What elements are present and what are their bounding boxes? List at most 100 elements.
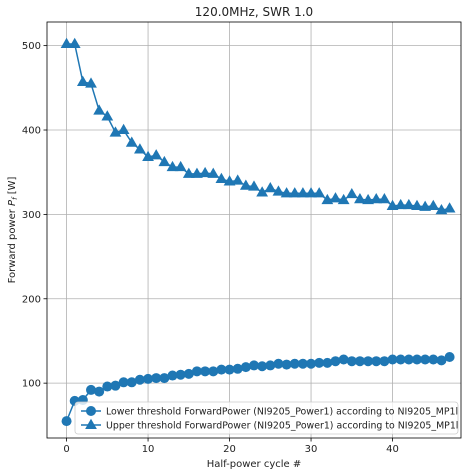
- data-point-circle: [420, 354, 431, 365]
- data-point-triangle: [68, 37, 81, 48]
- data-point-triangle: [280, 187, 293, 198]
- data-point-triangle: [443, 202, 456, 213]
- data-point-circle: [411, 354, 422, 365]
- chart-title: 120.0MHz, SWR 1.0: [195, 5, 313, 19]
- y-axis-label: Forward power Pf [W]: [7, 176, 19, 283]
- data-point-triangle: [329, 192, 342, 203]
- legend-marker-circle: [86, 406, 96, 416]
- series-layer: [60, 37, 456, 427]
- data-point-triangle: [248, 180, 260, 191]
- data-point-triangle: [182, 167, 195, 178]
- data-point-circle: [191, 366, 202, 377]
- data-point-triangle: [256, 186, 269, 197]
- x-axis-label: Half-power cycle #: [207, 459, 302, 470]
- data-point-triangle: [125, 136, 138, 147]
- x-tick-label: 20: [223, 444, 236, 455]
- data-point-circle: [297, 358, 308, 369]
- data-point-circle: [322, 357, 333, 368]
- data-point-triangle: [411, 199, 423, 210]
- data-point-triangle: [134, 143, 146, 154]
- data-point-triangle: [288, 187, 301, 198]
- data-point-triangle: [150, 149, 163, 160]
- data-point-triangle: [362, 193, 374, 205]
- data-point-triangle: [337, 193, 350, 205]
- data-point-triangle: [313, 187, 326, 198]
- x-tick-label: 0: [63, 444, 69, 455]
- data-point-circle: [428, 354, 439, 365]
- data-point-triangle: [223, 175, 236, 186]
- data-point-circle: [403, 354, 414, 365]
- y-tick-label: 500: [22, 41, 41, 52]
- data-point-circle: [167, 370, 178, 381]
- y-tick-label: 100: [22, 379, 41, 390]
- data-point-circle: [118, 377, 129, 388]
- y-tick-label: 400: [22, 126, 41, 137]
- data-point-triangle: [76, 75, 89, 86]
- data-point-circle: [240, 362, 251, 373]
- data-point-triangle: [101, 110, 114, 121]
- data-point-circle: [257, 361, 268, 372]
- legend-label: Lower threshold ForwardPower (NI9205_Pow…: [106, 406, 458, 417]
- data-point-circle: [314, 357, 325, 368]
- data-point-triangle: [402, 198, 415, 210]
- x-tick-label: 30: [305, 444, 318, 455]
- data-point-triangle: [158, 155, 171, 167]
- data-point-triangle: [239, 179, 252, 190]
- data-point-triangle: [199, 166, 211, 178]
- data-point-triangle: [419, 200, 432, 211]
- grid: [47, 22, 461, 438]
- data-point-circle: [379, 356, 390, 367]
- data-point-circle: [134, 374, 145, 385]
- legend-marker-triangle: [85, 418, 97, 430]
- data-point-circle: [143, 373, 154, 384]
- data-point-circle: [110, 380, 121, 391]
- data-point-circle: [208, 366, 219, 377]
- data-point-triangle: [231, 174, 244, 185]
- data-point-triangle: [345, 187, 358, 199]
- data-point-circle: [395, 354, 406, 365]
- data-point-circle: [175, 369, 186, 380]
- series-1: [61, 351, 455, 427]
- legend-entry: Upper threshold ForwardPower (NI9205_Pow…: [81, 418, 458, 431]
- legend-box: [74, 401, 459, 435]
- data-point-circle: [330, 356, 341, 367]
- data-point-circle: [249, 360, 259, 371]
- data-point-triangle: [272, 185, 285, 196]
- series-2: [60, 37, 456, 215]
- data-point-triangle: [93, 104, 106, 115]
- data-point-circle: [102, 381, 113, 392]
- data-point-circle: [363, 356, 374, 367]
- data-point-triangle: [60, 37, 73, 48]
- data-point-circle: [232, 363, 243, 374]
- data-point-triangle: [215, 172, 228, 183]
- data-point-triangle: [117, 123, 130, 135]
- data-point-circle: [224, 364, 235, 375]
- data-point-triangle: [386, 199, 399, 210]
- data-point-circle: [436, 355, 447, 366]
- data-point-circle: [338, 354, 349, 365]
- data-point-circle: [265, 360, 276, 371]
- data-point-circle: [159, 373, 170, 384]
- data-point-triangle: [191, 167, 203, 178]
- data-point-circle: [86, 384, 97, 395]
- data-point-triangle: [174, 160, 187, 172]
- legend: Lower threshold ForwardPower (NI9205_Pow…: [74, 401, 459, 435]
- data-point-triangle: [166, 160, 179, 172]
- data-point-circle: [306, 358, 317, 369]
- data-point-circle: [273, 358, 284, 369]
- data-point-triangle: [297, 187, 309, 198]
- data-point-circle: [289, 358, 300, 369]
- data-point-circle: [216, 364, 227, 375]
- data-point-circle: [200, 366, 211, 377]
- data-point-triangle: [427, 199, 440, 210]
- y-tick-label: 300: [22, 210, 41, 221]
- data-point-circle: [61, 416, 72, 427]
- plot-frame: [46, 21, 462, 439]
- data-point-triangle: [394, 198, 407, 210]
- x-tick-label: 40: [386, 444, 399, 455]
- data-point-circle: [94, 386, 105, 397]
- data-point-circle: [126, 377, 137, 388]
- data-point-triangle: [305, 187, 317, 198]
- y-tick-label: 200: [22, 294, 41, 305]
